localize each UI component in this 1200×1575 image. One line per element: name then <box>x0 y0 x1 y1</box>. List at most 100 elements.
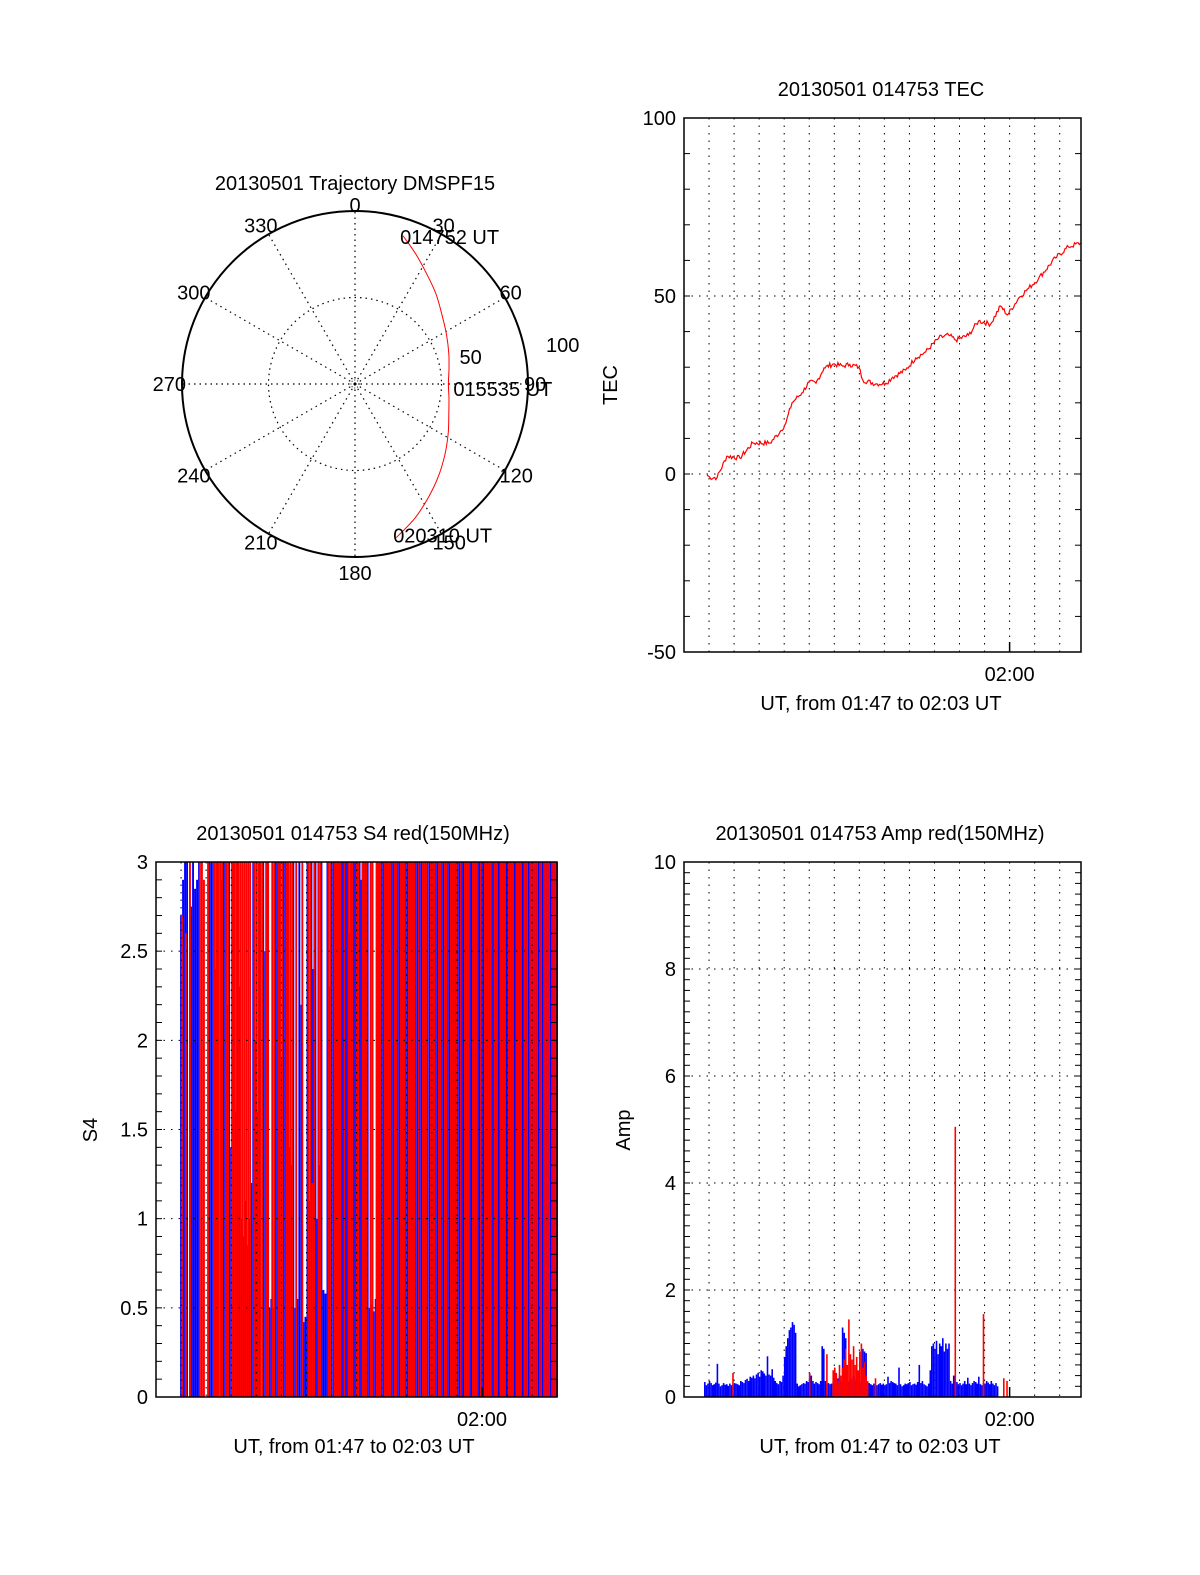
y-tick-label: 4 <box>665 1173 676 1195</box>
blue-bar <box>884 1385 886 1397</box>
red-bar <box>265 862 268 1397</box>
trajectory-middle-label: 015535 UT <box>453 379 552 401</box>
blue-bar <box>194 888 196 1398</box>
blue-bar <box>909 1382 911 1397</box>
blue-bar <box>718 1383 720 1397</box>
blue-bar <box>995 1383 997 1397</box>
red-bar <box>451 862 454 1397</box>
blue-bar <box>876 1385 878 1397</box>
blue-bar <box>250 1183 253 1397</box>
red-bar <box>237 862 240 1397</box>
red-bar <box>954 1126 957 1397</box>
blue-bar <box>902 1385 905 1397</box>
blue-bar <box>513 862 515 1397</box>
red-bar <box>347 862 350 1397</box>
red-bar <box>203 879 205 1397</box>
polar-spoke <box>354 383 443 535</box>
trajectory-end-label: 020310 UT <box>393 526 492 548</box>
red-bar <box>233 862 235 1397</box>
blue-bar <box>957 1384 960 1397</box>
red-bar <box>271 862 274 1397</box>
blue-bar <box>776 1383 778 1397</box>
tec-line <box>706 241 1081 481</box>
red-bar <box>339 862 342 1397</box>
blue-bar <box>340 862 343 1397</box>
blue-bar <box>182 879 184 1397</box>
blue-bar <box>992 1383 994 1397</box>
blue-bar <box>993 1385 996 1397</box>
polar-angle-tick-label: 120 <box>499 466 532 488</box>
blue-bar <box>774 1381 777 1397</box>
blue-bar <box>505 862 507 1397</box>
blue-bar <box>910 1385 913 1397</box>
blue-bar <box>976 1383 978 1397</box>
polar-angle-tick-label: 0 <box>349 195 360 217</box>
blue-bar <box>446 862 449 1397</box>
red-bar <box>431 862 434 1397</box>
red-bar <box>327 862 330 1397</box>
blue-bar <box>821 1346 823 1397</box>
blue-bar <box>791 1322 794 1397</box>
blue-bar <box>274 862 277 1397</box>
blue-bar <box>713 1384 715 1397</box>
red-bar <box>471 862 474 1397</box>
blue-bar <box>783 1356 786 1397</box>
red-bar <box>421 862 424 1397</box>
red-bar <box>520 862 522 1397</box>
y-tick-label: 50 <box>654 286 676 308</box>
polar-angle-ticks: 0 30 60 90 120 150 180 210 240 270 300 330 <box>153 195 547 585</box>
blue-bar <box>730 1385 733 1397</box>
blue-bar <box>780 1382 783 1397</box>
red-bar <box>277 862 280 1397</box>
blue-bar <box>932 1343 935 1397</box>
red-bar <box>185 933 187 1397</box>
blue-bar <box>710 1383 712 1397</box>
blue-bar <box>788 1330 791 1397</box>
red-bar <box>393 862 396 1397</box>
red-bar <box>540 862 542 1397</box>
x-tick-label: 02:00 <box>985 664 1035 686</box>
s4-axes: 0 0.5 1 1.5 2 2.5 3 02:00 <box>120 852 558 1431</box>
red-bar <box>371 862 374 1397</box>
y-tick-label: 0 <box>137 1387 148 1409</box>
blue-bar <box>477 862 479 1397</box>
blue-bar <box>716 1363 719 1397</box>
y-tick-label: 3 <box>137 852 148 874</box>
blue-bar <box>735 1383 737 1397</box>
blue-bar <box>923 1384 925 1397</box>
blue-bar <box>366 862 369 1397</box>
blue-bar <box>805 1381 808 1397</box>
blue-bar <box>896 1385 899 1397</box>
red-bar <box>217 862 219 1397</box>
blue-bar <box>931 1346 933 1397</box>
blue-bar <box>296 1298 299 1397</box>
s4-ylabel: S4 <box>80 1118 102 1142</box>
red-bar <box>375 862 378 1397</box>
red-bar <box>369 862 372 1397</box>
blue-bar <box>779 1381 781 1397</box>
blue-bar <box>938 1343 941 1397</box>
blue-bar <box>818 1384 820 1397</box>
red-bar <box>859 1351 861 1397</box>
blue-bar <box>868 1383 870 1397</box>
blue-bar <box>960 1385 963 1397</box>
red-bar <box>279 862 282 1397</box>
blue-bar <box>765 1375 767 1397</box>
blue-bar <box>915 1384 917 1397</box>
polar-spoke <box>267 383 356 535</box>
blue-bar <box>794 1332 797 1397</box>
red-bar <box>255 862 258 1397</box>
blue-bar <box>743 1383 745 1397</box>
polar-radial-circle <box>267 296 443 472</box>
red-bar <box>874 1378 877 1397</box>
red-bar <box>221 862 223 1397</box>
blue-bar <box>537 862 540 1397</box>
red-bar <box>289 862 292 1397</box>
red-bar <box>399 862 402 1397</box>
red-bar <box>377 862 380 1397</box>
red-bar <box>518 862 520 1397</box>
red-bar <box>510 862 512 1397</box>
blue-bar <box>956 1382 958 1397</box>
blue-bar <box>973 1381 975 1397</box>
blue-bar <box>913 1383 916 1397</box>
